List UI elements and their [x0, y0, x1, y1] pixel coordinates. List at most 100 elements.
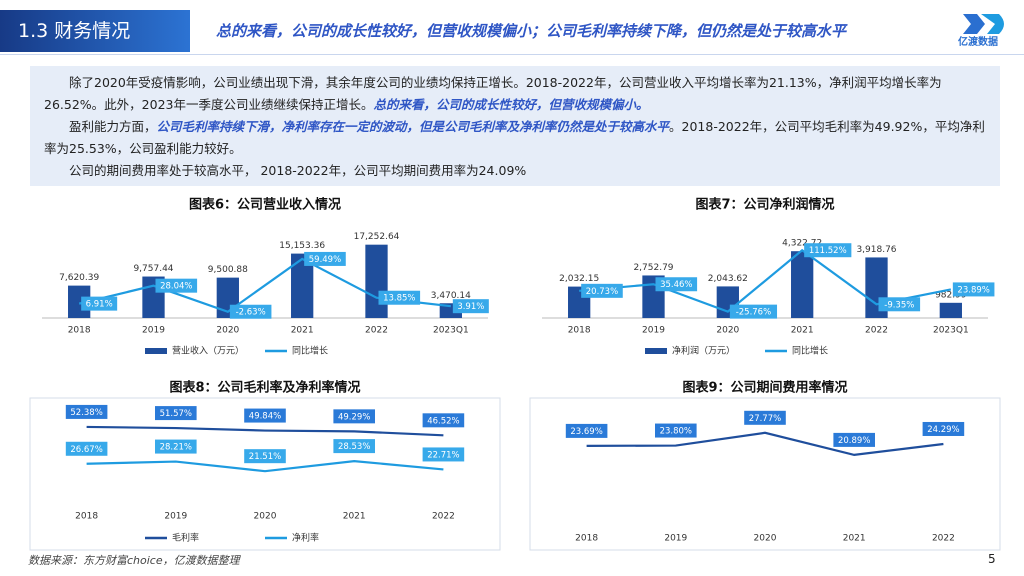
line-value-label: 59.49% — [309, 255, 341, 265]
legend-label: 同比增长 — [292, 345, 328, 357]
bar — [365, 244, 388, 318]
legend-label: 营业收入（万元） — [172, 345, 244, 357]
text: 除了2020年受疫情影响，公司业绩出现下滑，其余年度公司的业绩均保持正增长。20… — [44, 75, 942, 112]
line-value-label: 20.73% — [586, 287, 618, 297]
bar-value-label: 17,252.64 — [354, 232, 400, 242]
value-label-box — [452, 299, 489, 314]
line-value-label: 27.77% — [749, 414, 781, 424]
chart-title: 图表8：公司毛利率及净利率情况 — [169, 380, 360, 396]
value-label-box — [81, 296, 118, 311]
paragraph: 公司的期间费用率处于较高水平， 2018-2022年，公司平均期间费用率为24.… — [44, 160, 986, 182]
legend-label: 净利率 — [292, 532, 319, 544]
bar-value-label: 7,620.39 — [59, 273, 99, 283]
chart-title: 图表9：公司期间费用率情况 — [682, 380, 847, 396]
x-tick-label: 2018 — [568, 326, 591, 336]
line-value-label: 21.51% — [249, 452, 281, 462]
value-label-box — [65, 441, 108, 456]
value-label-box — [244, 449, 286, 464]
value-label-box — [422, 447, 465, 462]
value-label-box — [833, 432, 875, 447]
x-tick-label: 2022 — [365, 326, 388, 336]
x-tick-label: 2020 — [716, 326, 739, 336]
x-tick-label: 2021 — [291, 326, 314, 336]
legend-label: 同比增长 — [792, 345, 828, 357]
line-value-label: 28.04% — [160, 282, 192, 292]
x-tick-label: 2021 — [843, 534, 866, 544]
highlight-text: 总的来看，公司的成长性较好，但营收规模偏小。 — [373, 97, 649, 112]
x-tick-label: 2023Q1 — [433, 326, 469, 336]
line-value-label: 35.46% — [660, 280, 692, 290]
x-tick-label: 2019 — [642, 326, 665, 336]
value-label-box — [155, 439, 197, 454]
line-value-label: 20.89% — [838, 436, 870, 446]
value-label-box — [878, 297, 921, 312]
x-tick-label: 2022 — [432, 512, 455, 522]
highlight-text: 公司毛利率持续下滑，净利率存在一定的波动，但是公司毛利率及净利率仍然是处于较高水… — [156, 119, 670, 134]
value-label-box — [922, 421, 965, 436]
value-label-box — [378, 290, 421, 305]
line-value-label: -9.35% — [884, 300, 914, 310]
value-label-box — [333, 409, 375, 424]
legend-swatch — [145, 348, 167, 354]
bar-value-label: 9,757.44 — [133, 264, 173, 274]
source-note: 数据来源：东方财富choice，亿渡数据整理 — [28, 554, 240, 567]
bar-value-label: 9,500.88 — [208, 265, 248, 275]
x-tick-label: 2018 — [75, 512, 98, 522]
x-tick-label: 2022 — [932, 534, 955, 544]
line-value-label: 23.69% — [570, 427, 602, 437]
line-value-label: 28.21% — [160, 443, 192, 453]
logo-icon — [963, 14, 1004, 34]
line-value-label: 49.84% — [249, 412, 281, 422]
text: 。2018-2022年，公司平均毛利率为49.92%，平均净利率为25.53%，… — [44, 119, 985, 156]
value-label-box — [304, 251, 346, 266]
paragraph: 盈利能力方面，公司毛利率持续下滑，净利率存在一定的波动，但是公司毛利率及净利率仍… — [44, 116, 986, 160]
x-tick-label: 2020 — [216, 326, 239, 336]
line-value-label: -25.76% — [736, 308, 771, 318]
bar-value-label: 3,918.76 — [856, 245, 896, 255]
legend-label: 毛利率 — [172, 532, 199, 544]
x-tick-label: 2018 — [575, 534, 598, 544]
value-label-box — [244, 408, 286, 423]
bar-value-label: 2,032.15 — [559, 274, 599, 284]
line-value-label: -2.63% — [236, 308, 266, 318]
x-tick-label: 2020 — [254, 512, 277, 522]
value-label-box — [804, 243, 852, 258]
section-label: 1.3 财务情况 — [0, 10, 190, 52]
line-value-label: 24.29% — [927, 425, 959, 435]
x-tick-label: 2021 — [791, 326, 814, 336]
value-label-box — [155, 406, 197, 421]
headline: 总的来看，公司的成长性较好，但营收规模偏小；公司毛利率持续下降，但仍然是处于较高… — [216, 22, 847, 40]
divider — [0, 54, 1024, 55]
x-tick-label: 2022 — [865, 326, 888, 336]
bar-value-label: 2,752.79 — [633, 263, 673, 273]
line — [586, 431, 944, 457]
line-value-label: 28.53% — [338, 442, 370, 452]
line-value-label: 49.29% — [338, 412, 370, 422]
line-value-label: 22.71% — [427, 450, 459, 460]
line-value-label: 13.85% — [383, 294, 415, 304]
value-label-box — [744, 410, 786, 425]
chart-frame — [29, 397, 501, 551]
value-label-box — [155, 278, 198, 293]
line-value-label: 3.91% — [457, 302, 484, 312]
bar — [291, 253, 314, 318]
x-tick-label: 2019 — [164, 512, 187, 522]
line-value-label: 6.91% — [86, 300, 113, 310]
x-tick-label: 2021 — [343, 512, 366, 522]
text: 盈利能力方面， — [69, 119, 157, 134]
value-label-box — [655, 423, 697, 438]
summary-box: 除了2020年受疫情影响，公司业绩出现下滑，其余年度公司的业绩均保持正增长。20… — [30, 66, 1000, 186]
line-value-label: 52.38% — [70, 408, 102, 418]
legend-label: 净利润（万元） — [672, 345, 735, 357]
line — [86, 425, 444, 437]
value-label-box — [333, 439, 375, 454]
bar-value-label: 2,043.62 — [708, 274, 748, 284]
line — [86, 460, 444, 473]
bar-value-label: 15,153.36 — [279, 241, 325, 251]
value-label-box — [565, 423, 608, 438]
bar — [791, 251, 814, 318]
bar-value-label: 982.99 — [935, 290, 967, 300]
bar — [939, 302, 962, 318]
